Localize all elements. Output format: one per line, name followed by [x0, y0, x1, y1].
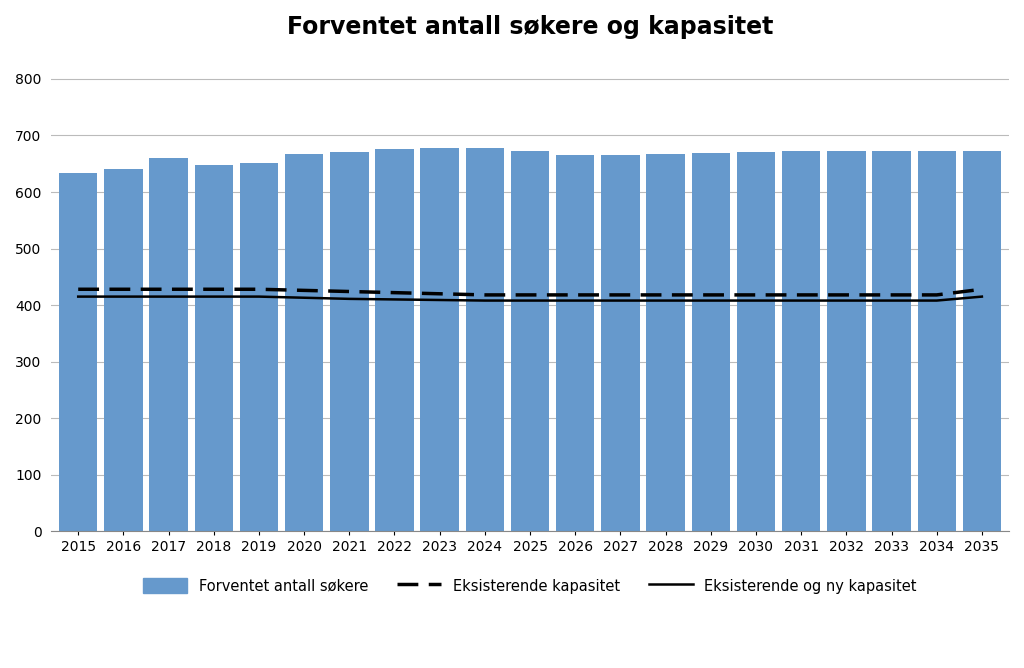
- Bar: [872, 151, 910, 531]
- Bar: [104, 169, 142, 531]
- Bar: [285, 154, 324, 531]
- Bar: [195, 165, 233, 531]
- Bar: [691, 153, 730, 531]
- Legend: Forventet antall søkere, Eksisterende kapasitet, Eksisterende og ny kapasitet: Forventet antall søkere, Eksisterende ka…: [136, 571, 924, 601]
- Bar: [736, 152, 775, 531]
- Bar: [59, 174, 97, 531]
- Bar: [646, 154, 685, 531]
- Bar: [601, 155, 640, 531]
- Bar: [375, 149, 414, 531]
- Bar: [827, 151, 865, 531]
- Bar: [963, 152, 1001, 531]
- Bar: [782, 152, 820, 531]
- Bar: [421, 148, 459, 531]
- Bar: [466, 148, 504, 531]
- Bar: [556, 155, 595, 531]
- Bar: [240, 163, 279, 531]
- Bar: [511, 152, 549, 531]
- Bar: [918, 152, 956, 531]
- Bar: [150, 158, 187, 531]
- Bar: [330, 152, 369, 531]
- Title: Forventet antall søkere og kapasitet: Forventet antall søkere og kapasitet: [287, 15, 773, 39]
